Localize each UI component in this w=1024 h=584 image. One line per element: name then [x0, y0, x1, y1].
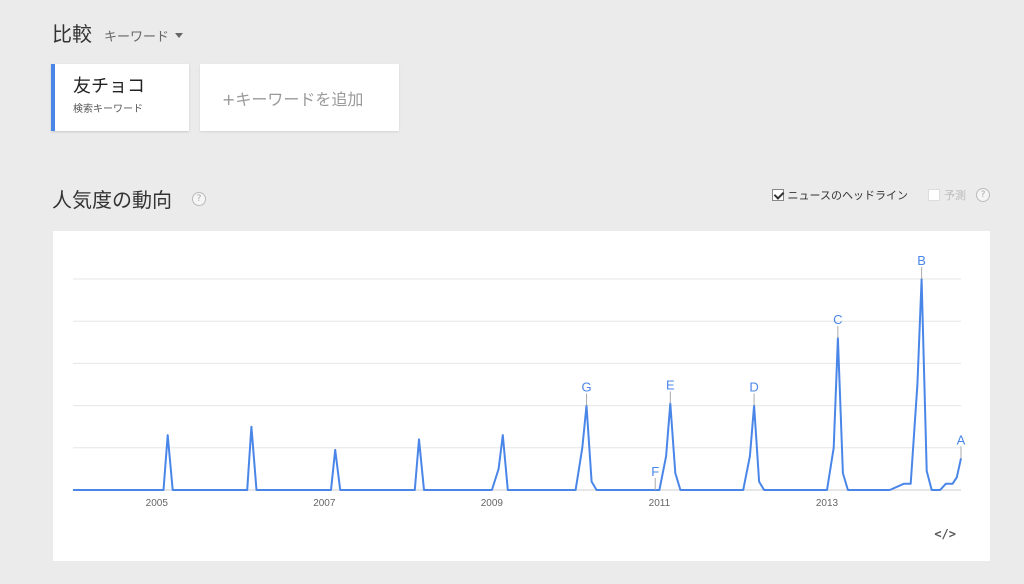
- annotation-C[interactable]: C: [833, 312, 842, 327]
- add-keyword-label: +キーワードを追加: [222, 89, 364, 109]
- annotation-D[interactable]: D: [749, 380, 758, 395]
- x-tick-label: 2005: [146, 498, 169, 509]
- forecast-label[interactable]: 予測: [944, 189, 966, 202]
- options-help-icon[interactable]: ?: [976, 188, 990, 202]
- x-tick-label: 2009: [481, 498, 504, 509]
- keyword-dropdown-label: キーワード: [104, 30, 170, 45]
- annotation-G[interactable]: G: [581, 380, 591, 395]
- add-keyword-button[interactable]: +キーワードを追加: [200, 64, 399, 131]
- help-icon[interactable]: ?: [192, 191, 206, 206]
- interest-over-time-chart: 2005 2007 2009 2011 2013 G F E D C B A: [73, 253, 966, 509]
- keyword-subtitle: 検索キーワード: [73, 104, 143, 115]
- compare-header: 比較 キーワード: [52, 18, 184, 47]
- news-headlines-label[interactable]: ニュースのヘッドライン: [787, 189, 908, 202]
- series-line-0: [73, 278, 962, 491]
- compare-title: 比較: [52, 22, 92, 46]
- keyword-dropdown[interactable]: キーワード: [104, 26, 184, 45]
- forecast-checkbox[interactable]: [928, 189, 940, 201]
- keyword-card[interactable]: 友チョコ 検索キーワード: [51, 64, 189, 131]
- caret-down-icon: [175, 33, 184, 38]
- x-tick-label: 2011: [649, 498, 671, 509]
- annotation-B[interactable]: B: [917, 253, 926, 268]
- chart-panel: 2005 2007 2009 2011 2013 G F E D C B A </>: [53, 231, 990, 561]
- interest-section-title: 人気度の動向 ?: [52, 184, 206, 213]
- annotation-A[interactable]: A: [957, 432, 966, 447]
- x-tick-label: 2007: [313, 498, 336, 509]
- annotation-E[interactable]: E: [666, 377, 675, 392]
- embed-code-icon[interactable]: </>: [934, 527, 956, 541]
- x-tick-label: 2013: [816, 498, 839, 509]
- keyword-term: 友チョコ: [73, 76, 145, 97]
- chart-options: ニュースのヘッドライン 予測 ?: [771, 187, 990, 203]
- annotation-F[interactable]: F: [651, 464, 659, 479]
- interest-title: 人気度の動向: [52, 188, 172, 212]
- news-headlines-checkbox[interactable]: [771, 189, 784, 201]
